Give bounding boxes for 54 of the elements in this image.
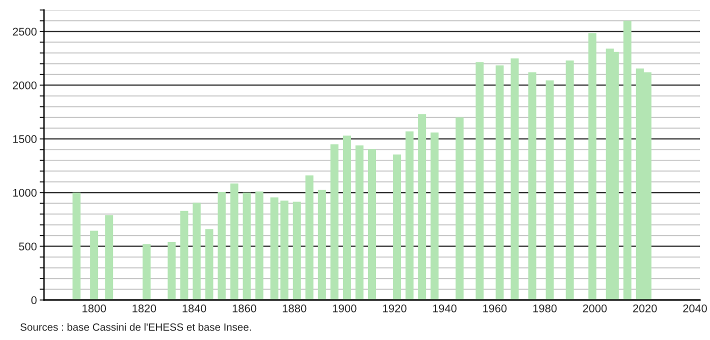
bar — [218, 192, 226, 300]
bar — [623, 20, 632, 300]
bar — [270, 197, 278, 300]
bar — [280, 200, 288, 300]
bar — [456, 117, 464, 300]
x-tick-label: 1800 — [82, 304, 106, 312]
bar — [430, 132, 439, 300]
x-tick-label: 1900 — [332, 304, 356, 312]
bar — [566, 60, 574, 300]
y-tick-label: 500 — [18, 242, 37, 250]
bar — [393, 154, 402, 300]
y-tick-label: 1500 — [13, 135, 37, 144]
x-tick-label: 1940 — [433, 304, 457, 312]
y-tick-label: 0 — [31, 296, 37, 304]
x-tick-label: 1960 — [483, 304, 507, 312]
bar — [476, 62, 484, 300]
bar — [330, 144, 338, 300]
bar — [318, 190, 326, 300]
bar — [528, 72, 536, 300]
bar — [142, 244, 151, 300]
x-tick-label: 2020 — [633, 304, 657, 312]
bar — [105, 215, 114, 300]
bar — [305, 175, 314, 300]
x-tick-label: 1920 — [383, 304, 406, 312]
bar — [292, 202, 301, 300]
bar — [406, 131, 414, 300]
y-tick-label: 2000 — [12, 81, 37, 90]
bar — [205, 229, 214, 300]
x-tick-label: 1880 — [282, 304, 306, 312]
bar — [368, 149, 376, 300]
bar — [510, 58, 519, 300]
x-tick-label: 1820 — [132, 304, 156, 312]
bar — [242, 192, 251, 300]
y-tick-label: 1000 — [13, 188, 37, 197]
bar — [255, 192, 264, 300]
y-tick-label: 2500 — [12, 28, 37, 36]
bar — [342, 136, 351, 300]
x-tick-label: 1980 — [533, 304, 557, 312]
bar — [168, 242, 176, 300]
bar — [588, 33, 596, 300]
bar — [72, 192, 81, 300]
bar — [418, 114, 426, 300]
bar — [546, 80, 554, 300]
bar — [496, 65, 504, 300]
bar — [180, 210, 188, 300]
x-tick-label: 2040 — [683, 304, 707, 312]
bar — [230, 183, 238, 300]
source-note: Sources : base Cassini de l'EHESS et base Insee. — [20, 323, 251, 331]
x-tick-label: 2000 — [583, 304, 607, 312]
bar — [192, 202, 201, 300]
bar — [355, 145, 364, 300]
x-tick-label: 1860 — [232, 304, 256, 312]
bar — [90, 230, 98, 300]
x-tick-label: 1840 — [182, 304, 206, 312]
